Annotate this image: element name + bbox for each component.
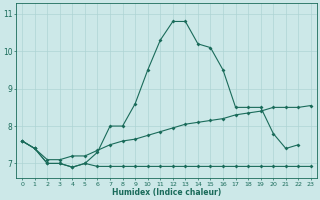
X-axis label: Humidex (Indice chaleur): Humidex (Indice chaleur) <box>112 188 221 197</box>
